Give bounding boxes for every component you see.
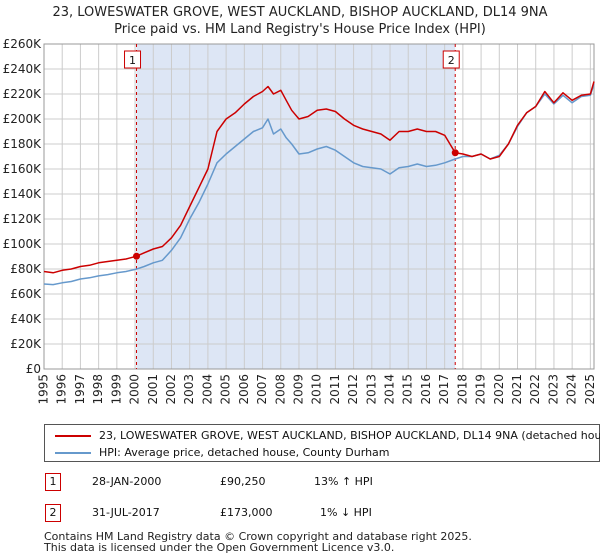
- transaction-number-badge: 2: [45, 504, 61, 522]
- y-tick-label: £120K: [3, 212, 43, 226]
- x-tick-label: 2023: [546, 374, 560, 405]
- x-tick-label: 2001: [146, 374, 160, 405]
- x-tick-label: 2020: [492, 374, 506, 405]
- x-tick-label: 2002: [164, 374, 178, 405]
- x-tick-label: 1995: [37, 374, 51, 405]
- price-paid-line: [43, 81, 595, 274]
- marker-label: 1: [129, 54, 136, 67]
- x-tick-label: 2008: [273, 374, 287, 405]
- legend: 23, LOWESWATER GROVE, WEST AUCKLAND, BIS…: [44, 424, 600, 462]
- footer: Contains HM Land Registry data © Crown c…: [44, 531, 472, 553]
- transaction-number-badge: 1: [45, 473, 61, 491]
- x-tick-label: 2010: [310, 374, 324, 405]
- y-tick-label: £160K: [3, 162, 43, 176]
- x-tick-label: 2012: [346, 374, 360, 405]
- x-tick-label: 1999: [109, 374, 123, 405]
- y-tick-label: £180K: [3, 137, 43, 151]
- y-tick-label: £0: [26, 362, 41, 376]
- x-tick-label: 2004: [200, 374, 214, 405]
- sale-point: [133, 252, 141, 260]
- x-tick-label: 1997: [73, 374, 87, 405]
- x-tick-label: 2014: [383, 374, 397, 405]
- sale-point: [451, 149, 459, 157]
- transaction-price: £90,250: [220, 475, 266, 488]
- x-tick-label: 2025: [583, 374, 597, 405]
- transaction-row: 2 31-JUL-2017 £173,000 1% ↓ HPI: [0, 501, 600, 527]
- x-tick-label: 2015: [401, 374, 415, 405]
- x-tick-label: 2018: [455, 374, 469, 405]
- transaction-date: 28-JAN-2000: [92, 475, 162, 488]
- x-tick-label: 2005: [219, 374, 233, 405]
- legend-swatch-hpi: [55, 452, 91, 454]
- y-tick-label: £140K: [3, 187, 43, 201]
- x-tick-label: 1996: [55, 374, 69, 405]
- x-tick-label: 2011: [328, 374, 342, 405]
- x-tick-label: 1998: [91, 374, 105, 405]
- y-tick-label: £80K: [10, 262, 42, 276]
- plot-border: [43, 43, 595, 370]
- legend-label-hpi: HPI: Average price, detached house, Coun…: [99, 446, 390, 459]
- footer-copyright: Contains HM Land Registry data © Crown c…: [44, 530, 472, 543]
- x-tick-label: 2019: [474, 374, 488, 405]
- x-tick-label: 2016: [419, 374, 433, 405]
- marker-label: 2: [448, 54, 455, 67]
- y-tick-label: £20K: [10, 337, 42, 351]
- chart-title: 23, LOWESWATER GROVE, WEST AUCKLAND, BIS…: [0, 4, 600, 38]
- transaction-date: 31-JUL-2017: [92, 506, 160, 519]
- x-tick-label: 2006: [237, 374, 251, 405]
- legend-item-property: 23, LOWESWATER GROVE, WEST AUCKLAND, BIS…: [45, 427, 600, 445]
- legend-label-property: 23, LOWESWATER GROVE, WEST AUCKLAND, BIS…: [99, 429, 600, 442]
- footer-licence: This data is licensed under the Open Gov…: [44, 541, 395, 554]
- x-tick-label: 2000: [128, 374, 142, 405]
- transaction-hpi-diff: 1% ↓ HPI: [320, 506, 372, 519]
- marker-label-box: [124, 50, 142, 69]
- x-tick-label: 2013: [364, 374, 378, 405]
- y-tick-label: £40K: [10, 312, 42, 326]
- x-tick-label: 2003: [182, 374, 196, 405]
- y-tick-label: £240K: [3, 62, 43, 76]
- transaction-price: £173,000: [220, 506, 273, 519]
- y-tick-label: £100K: [3, 237, 43, 251]
- price-chart: £0 £20K £40K £60K £80K £100K £120K £140K £160K £1…: [3, 37, 597, 405]
- x-tick-label: 2017: [437, 374, 451, 405]
- transaction-row: 1 28-JAN-2000 £90,250 13% ↑ HPI: [0, 470, 600, 496]
- title-line-1: 23, LOWESWATER GROVE, WEST AUCKLAND, BIS…: [52, 5, 548, 20]
- shaded-ownership-period: [136, 44, 456, 369]
- x-tick-label: 2007: [255, 374, 269, 405]
- x-tick-label: 2009: [291, 374, 305, 405]
- x-tick-label: 2024: [565, 374, 579, 405]
- x-tick-label: 2022: [528, 374, 542, 405]
- marker-label-box: [442, 50, 460, 69]
- legend-item-hpi: HPI: Average price, detached house, Coun…: [45, 444, 599, 462]
- transaction-hpi-diff: 13% ↑ HPI: [314, 475, 373, 488]
- y-tick-label: £220K: [3, 87, 43, 101]
- y-tick-label: £60K: [10, 287, 42, 301]
- y-tick-label: £260K: [3, 37, 43, 51]
- title-line-2: Price paid vs. HM Land Registry's House …: [114, 22, 486, 37]
- y-tick-label: £200K: [3, 112, 43, 126]
- legend-swatch-property: [55, 435, 91, 437]
- x-tick-label: 2021: [510, 374, 524, 405]
